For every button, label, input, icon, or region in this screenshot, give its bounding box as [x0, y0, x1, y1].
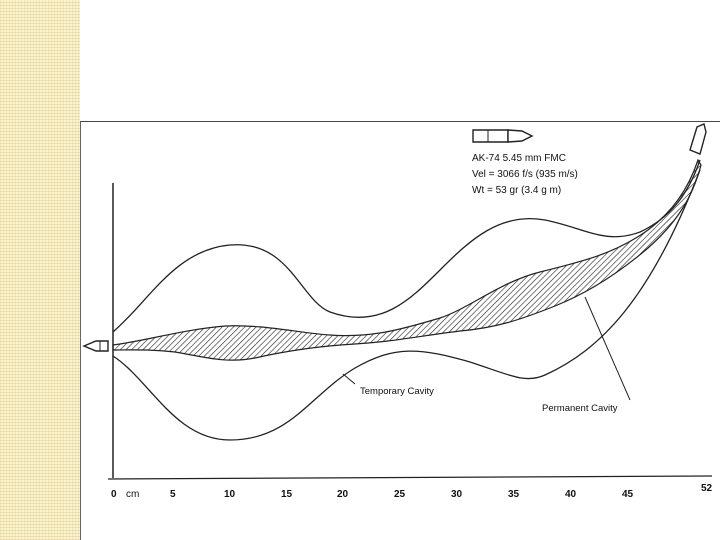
axis-tick-45: 45: [622, 489, 634, 500]
permanent-cavity-label: Permanent Cavity: [542, 403, 618, 414]
axis-tick-labels: 0 cm 5 10 15 20 25 30 35 40 45 52: [111, 483, 713, 500]
exit-bullet-icon: [689, 123, 707, 155]
axis-tick-35: 35: [508, 489, 520, 500]
weight-label: Wt = 53 gr (3.4 g m): [472, 185, 561, 196]
axis-tick-25: 25: [394, 489, 406, 500]
axis-tick-15: 15: [281, 489, 293, 500]
axis-tick-52: 52: [701, 483, 713, 494]
temporary-cavity-lower-curve: [112, 169, 701, 441]
incoming-bullet-icon: [82, 340, 109, 352]
axis-tick-40: 40: [565, 489, 577, 500]
axis-tick-30: 30: [451, 489, 463, 500]
axis-tick-5: 5: [170, 489, 176, 500]
permanent-cavity-track: [112, 158, 702, 361]
temporary-cavity-upper-curve: [112, 159, 701, 333]
slide-accent-strip: [0, 0, 80, 540]
axis-tick-0: 0: [111, 489, 117, 500]
axis-tick-10: 10: [224, 489, 236, 500]
temporary-cavity-leader: [342, 373, 356, 385]
permanent-cavity-leader: [584, 296, 631, 401]
horizontal-axis: [107, 475, 713, 480]
temporary-cavity-label: Temporary Cavity: [360, 386, 434, 397]
axis-tick-20: 20: [337, 489, 349, 500]
axis-unit-label: cm: [126, 489, 139, 500]
cartridge-label: AK-74 5.45 mm FMC: [472, 153, 566, 164]
velocity-label: Vel = 3066 f/s (935 m/s): [472, 169, 578, 180]
cartridge-icon: [472, 129, 534, 143]
